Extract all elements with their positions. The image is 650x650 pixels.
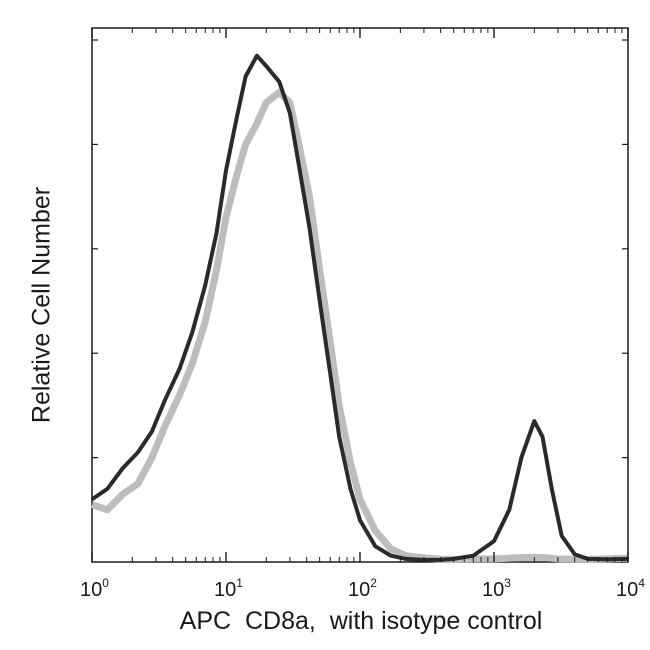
x-tick-label: 101 (214, 576, 243, 601)
y-axis-label-container: Relative Cell Number (22, 90, 62, 520)
series-layer (90, 53, 629, 563)
ticks-layer (91, 28, 629, 562)
x-tick-label: 100 (80, 576, 109, 601)
plot-frame (91, 27, 629, 563)
x-tick-label: 102 (348, 576, 377, 601)
x-tick-labels: 100 101 102 103 104 (80, 576, 645, 601)
histogram-series-1-line (90, 88, 629, 563)
x-tick-label: 104 (616, 576, 645, 601)
y-axis-label: Relative Cell Number (27, 186, 56, 424)
histogram-series-2-line (90, 53, 629, 562)
x-axis-label: APC CD8a, with isotype control (179, 607, 543, 635)
x-tick-label: 103 (482, 576, 511, 601)
